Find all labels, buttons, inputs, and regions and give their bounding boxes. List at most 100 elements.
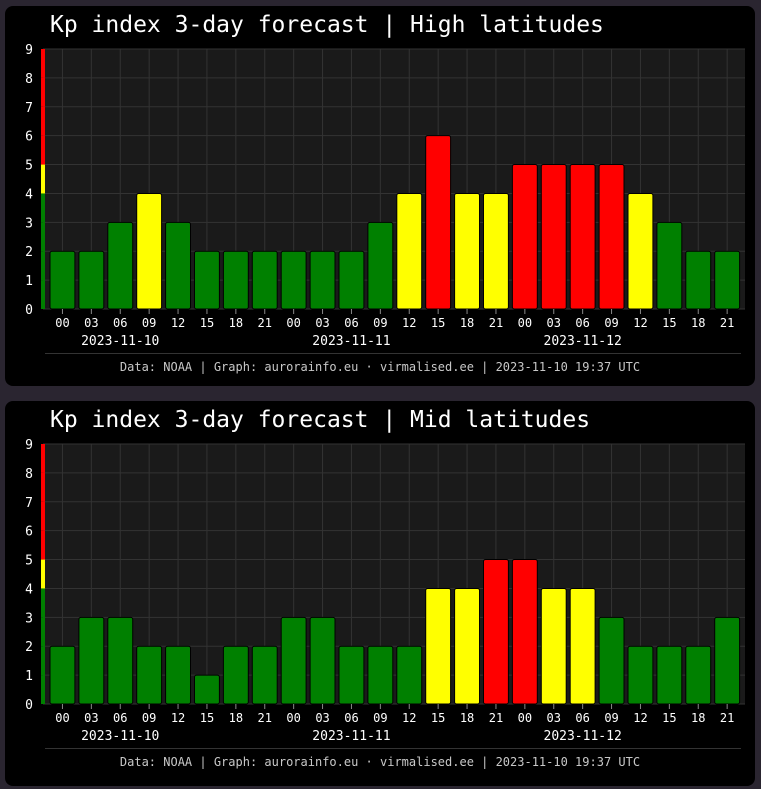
date-label: 2023-11-12	[544, 729, 622, 744]
kp-scale-segment	[41, 251, 45, 281]
y-tick-label: 7	[25, 101, 33, 116]
kp-scale-segment	[41, 106, 45, 136]
x-tick-label: 18	[691, 711, 705, 725]
kp-bar	[396, 192, 423, 310]
y-tick-label: 5	[25, 159, 33, 174]
kp-bar	[78, 616, 105, 705]
x-tick-label: 09	[604, 316, 618, 330]
y-tick-label: 1	[25, 669, 33, 684]
y-tick-label: 6	[25, 525, 33, 540]
kp-bar	[627, 645, 654, 705]
x-tick-label: 15	[431, 711, 445, 725]
x-tick-label: 09	[373, 316, 387, 330]
kp-bar	[78, 250, 105, 310]
kp-bar	[49, 250, 76, 310]
date-label: 2023-11-11	[312, 729, 390, 744]
kp-scale-segment	[41, 164, 45, 194]
chart-panel-mid-latitudes: Kp index 3-day forecast | Mid latitudes …	[5, 401, 755, 786]
y-tick-label: 0	[25, 303, 33, 318]
x-tick-label: 03	[315, 711, 329, 725]
kp-scale-segment	[41, 646, 45, 676]
kp-scale-segment	[41, 49, 45, 78]
x-tick-label: 18	[460, 711, 474, 725]
kp-bar	[714, 250, 741, 310]
y-tick-label: 9	[25, 438, 33, 453]
kp-scale-segment	[41, 559, 45, 589]
x-tick-label: 06	[575, 316, 589, 330]
y-tick-label: 4	[25, 187, 33, 202]
y-tick-label: 7	[25, 496, 33, 511]
kp-bar	[367, 221, 394, 310]
x-tick-label: 15	[662, 711, 676, 725]
x-tick-label: 18	[460, 316, 474, 330]
kp-bar	[338, 645, 365, 705]
kp-bar	[656, 221, 683, 310]
kp-bar	[483, 192, 509, 310]
y-tick-label: 3	[25, 216, 33, 231]
date-label: 2023-11-12	[544, 334, 622, 349]
kp-scale-segment	[41, 617, 45, 647]
x-tick-label: 00	[286, 316, 300, 330]
x-tick-label: 18	[229, 316, 243, 330]
x-tick-label: 00	[518, 316, 532, 330]
kp-bar	[136, 192, 163, 310]
kp-bar	[194, 674, 220, 705]
footer-divider	[45, 353, 741, 354]
kp-scale-segment	[41, 501, 45, 531]
x-tick-label: 21	[720, 711, 734, 725]
x-tick-label: 09	[142, 316, 156, 330]
chart-footer: Data: NOAA | Graph: aurorainfo.eu · virm…	[119, 360, 641, 374]
date-label: 2023-11-10	[81, 729, 159, 744]
kp-bar	[598, 616, 625, 705]
x-tick-label: 12	[171, 711, 185, 725]
kp-bar	[511, 164, 538, 310]
kp-bar	[165, 645, 192, 705]
kp-bar	[627, 192, 654, 310]
x-tick-label: 12	[402, 711, 416, 725]
y-tick-label: 3	[25, 611, 33, 626]
kp-bar	[425, 587, 452, 705]
y-tick-label: 0	[25, 698, 33, 713]
kp-bar	[425, 135, 452, 310]
kp-bar	[107, 221, 134, 310]
kp-bar	[107, 616, 134, 705]
x-tick-label: 09	[142, 711, 156, 725]
y-tick-label: 1	[25, 274, 33, 289]
x-tick-label: 09	[604, 711, 618, 725]
x-tick-label: 03	[84, 316, 98, 330]
kp-bar	[598, 164, 625, 310]
kp-scale-segment	[41, 472, 45, 502]
kp-scale-segment	[41, 193, 45, 223]
y-tick-label: 5	[25, 554, 33, 569]
y-tick-label: 4	[25, 582, 33, 597]
kp-bar	[454, 587, 481, 705]
y-tick-label: 2	[25, 640, 33, 655]
kp-bar	[511, 559, 538, 705]
kp-bar	[569, 587, 596, 705]
x-tick-label: 03	[547, 316, 561, 330]
chart-title: Kp index 3-day forecast | Mid latitudes	[50, 407, 591, 433]
x-tick-label: 12	[171, 316, 185, 330]
kp-bar	[367, 645, 394, 705]
x-tick-label: 03	[315, 316, 329, 330]
kp-scale-segment	[41, 588, 45, 618]
x-tick-label: 06	[113, 711, 127, 725]
kp-bar	[309, 616, 336, 705]
kp-scale-segment	[41, 222, 45, 252]
kp-bar	[714, 616, 741, 705]
footer-divider	[45, 748, 741, 749]
x-tick-label: 12	[402, 316, 416, 330]
x-tick-label: 00	[55, 711, 69, 725]
kp-scale-segment	[41, 675, 45, 704]
date-label: 2023-11-10	[81, 334, 159, 349]
chart-title: Kp index 3-day forecast | High latitudes	[50, 12, 604, 38]
kp-bar	[483, 559, 509, 705]
kp-bar	[280, 250, 307, 310]
x-tick-label: 21	[489, 711, 503, 725]
kp-bar	[540, 587, 567, 705]
y-tick-label: 8	[25, 467, 33, 482]
kp-bar	[222, 645, 249, 705]
kp-scale-segment	[41, 77, 45, 107]
